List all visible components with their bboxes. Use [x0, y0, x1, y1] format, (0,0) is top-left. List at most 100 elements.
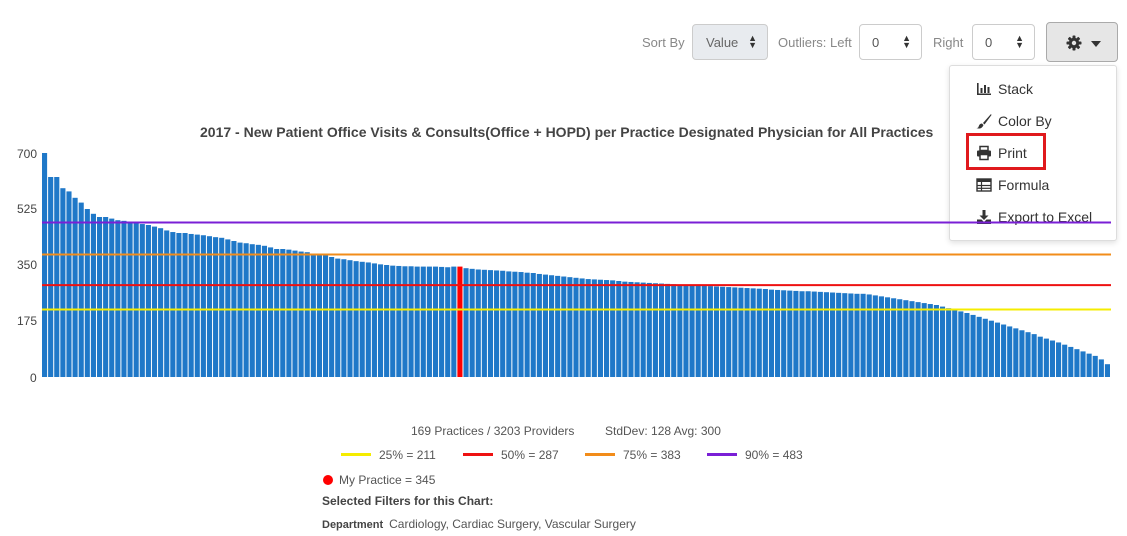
outliers-left-arrows-icon: ▲ ▼ — [902, 33, 911, 50]
print-highlight-box — [966, 133, 1046, 170]
bar — [591, 279, 597, 377]
bar — [1098, 359, 1104, 377]
bar — [249, 244, 255, 377]
gear-icon — [1066, 35, 1082, 51]
bar — [54, 177, 60, 377]
bar-chart-icon — [977, 83, 991, 95]
bar — [90, 213, 96, 377]
bar-chart — [42, 153, 1111, 377]
bar — [469, 268, 475, 377]
bar — [848, 293, 854, 377]
outliers-right-arrows-icon: ▲ ▼ — [1015, 33, 1024, 50]
bar — [683, 284, 689, 377]
bar — [518, 272, 524, 377]
y-tick-label: 175 — [17, 314, 38, 328]
bar — [103, 217, 109, 377]
bar — [823, 292, 830, 377]
bar — [555, 275, 561, 377]
bar — [976, 316, 982, 377]
bar — [481, 269, 487, 377]
bar — [1068, 346, 1074, 377]
sort-by-select[interactable]: Value ▲ ▼ — [692, 24, 768, 60]
bar — [579, 278, 585, 377]
legend-p50: 50% = 287 — [463, 448, 559, 462]
bar — [139, 224, 145, 377]
bar — [500, 270, 506, 377]
bar — [48, 177, 54, 377]
menu-item-label: Stack — [998, 81, 1034, 97]
bar — [371, 263, 377, 377]
bar — [432, 266, 439, 377]
bar — [530, 273, 536, 377]
y-tick-label: 525 — [17, 202, 38, 216]
bar — [274, 249, 280, 377]
bar — [897, 299, 903, 377]
bar — [280, 249, 286, 377]
legend-swatch — [707, 453, 737, 457]
outliers-left-select[interactable]: 0 ▲ ▼ — [859, 24, 922, 60]
bar — [909, 301, 915, 377]
bar — [561, 276, 567, 377]
legend-label: 75% = 383 — [623, 448, 681, 462]
bar — [365, 262, 371, 377]
outliers-right-value: 0 — [985, 35, 993, 50]
bar — [133, 222, 139, 377]
settings-dropdown-button[interactable] — [1046, 22, 1118, 62]
bar — [805, 291, 811, 377]
bar — [188, 233, 194, 377]
bar — [542, 274, 549, 377]
bar — [793, 290, 799, 377]
table-icon — [976, 178, 992, 192]
bar — [219, 237, 225, 377]
bar — [811, 291, 817, 377]
bar — [1037, 336, 1043, 377]
outliers-right-select[interactable]: 0 ▲ ▼ — [972, 24, 1035, 60]
bar — [536, 273, 542, 377]
outliers-left-value: 0 — [872, 35, 880, 50]
bar — [121, 220, 127, 377]
bar — [292, 250, 298, 377]
bar — [487, 270, 494, 377]
bar — [866, 294, 872, 377]
bar — [750, 288, 756, 377]
bar — [677, 284, 683, 377]
filter-department: Department Cardiology, Cardiac Surgery, V… — [322, 517, 636, 531]
bar — [891, 298, 897, 377]
bar — [408, 266, 414, 377]
bar — [1013, 328, 1019, 377]
bar — [426, 266, 432, 377]
bar — [1043, 338, 1049, 377]
outliers-right-label: Right — [933, 35, 964, 50]
bar — [1007, 326, 1013, 377]
bar — [695, 285, 701, 377]
bar — [646, 282, 652, 377]
bar — [933, 305, 939, 377]
bar — [145, 225, 151, 377]
bar — [921, 303, 927, 377]
bar — [665, 283, 671, 377]
bar — [1092, 355, 1098, 377]
reference-lines — [42, 221, 1111, 311]
bar — [707, 286, 713, 377]
sort-by-label: Sort By — [642, 35, 685, 50]
bar — [817, 291, 823, 377]
bar — [622, 281, 628, 377]
bar — [878, 296, 884, 377]
bar — [970, 314, 976, 377]
bar — [573, 277, 579, 377]
bar — [316, 254, 322, 377]
settings-menu: Stack Color By Print Formula — [949, 65, 1117, 241]
bar — [884, 297, 891, 377]
bar — [628, 281, 634, 377]
stats-summary: StdDev: 128 Avg: 300 — [605, 424, 721, 438]
bar — [225, 239, 231, 377]
printer-icon — [977, 145, 991, 161]
bar — [1049, 340, 1056, 377]
my-practice-label: My Practice = 345 — [339, 473, 436, 487]
sort-arrows-icon: ▲ ▼ — [748, 33, 757, 50]
bar — [689, 285, 695, 377]
bar — [903, 300, 909, 377]
y-tick-label: 0 — [30, 371, 37, 385]
my-practice-dot-icon — [323, 474, 333, 485]
bar — [445, 267, 451, 377]
